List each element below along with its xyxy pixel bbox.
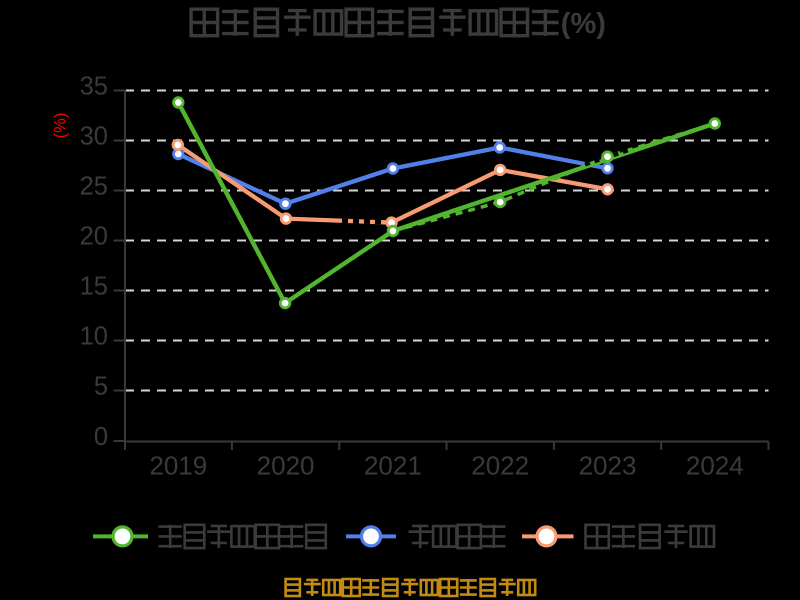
svg-text:2019: 2019: [149, 451, 207, 481]
svg-text:2024: 2024: [686, 451, 744, 481]
svg-text:2022: 2022: [471, 451, 529, 481]
svg-text:20: 20: [80, 223, 108, 251]
svg-text:15: 15: [80, 273, 108, 301]
svg-text:2020: 2020: [257, 451, 315, 481]
svg-text:0: 0: [94, 423, 108, 451]
svg-text:(%): (%): [52, 113, 70, 139]
svg-text:2023: 2023: [579, 451, 637, 481]
svg-text:2021: 2021: [364, 451, 422, 481]
svg-text:30: 30: [80, 123, 108, 151]
svg-text:(%): (%): [561, 8, 606, 40]
svg-text:35: 35: [80, 73, 108, 101]
svg-text:10: 10: [80, 323, 108, 351]
svg-text:5: 5: [94, 373, 108, 401]
svg-text:25: 25: [80, 173, 108, 201]
